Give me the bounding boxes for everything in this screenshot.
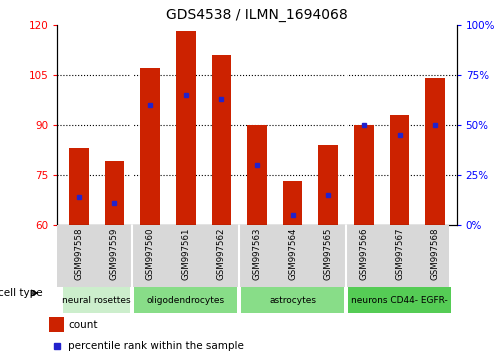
Text: cell type: cell type	[0, 288, 42, 298]
Text: GSM997558: GSM997558	[74, 228, 83, 280]
Text: count: count	[68, 320, 98, 330]
Text: GSM997559: GSM997559	[110, 228, 119, 280]
Bar	[247, 125, 267, 225]
Text: GSM997565: GSM997565	[324, 228, 333, 280]
Text: neurons CD44- EGFR-: neurons CD44- EGFR-	[351, 296, 448, 304]
Bar	[63, 287, 130, 313]
Title: GDS4538 / ILMN_1694068: GDS4538 / ILMN_1694068	[166, 8, 348, 22]
Bar	[354, 125, 374, 225]
Text: GSM997568: GSM997568	[431, 228, 440, 280]
Text: GSM997560: GSM997560	[146, 228, 155, 280]
Text: oligodendrocytes: oligodendrocytes	[147, 296, 225, 304]
Text: GSM997567: GSM997567	[395, 228, 404, 280]
Bar	[283, 182, 302, 225]
Text: GSM997563: GSM997563	[252, 228, 261, 280]
Bar	[425, 78, 445, 225]
Text: GSM997561: GSM997561	[181, 228, 190, 280]
Bar	[212, 55, 231, 225]
Bar	[176, 32, 196, 225]
Bar	[69, 148, 89, 225]
Text: GSM997564: GSM997564	[288, 228, 297, 280]
Bar	[134, 287, 238, 313]
Bar	[348, 287, 451, 313]
Bar	[49, 317, 64, 332]
Bar	[140, 68, 160, 225]
Bar	[105, 161, 124, 225]
Text: percentile rank within the sample: percentile rank within the sample	[68, 341, 244, 351]
Bar	[390, 115, 409, 225]
Text: astrocytes: astrocytes	[269, 296, 316, 304]
Text: neural rosettes: neural rosettes	[62, 296, 131, 304]
Text: GSM997562: GSM997562	[217, 228, 226, 280]
Bar	[241, 287, 344, 313]
Text: GSM997566: GSM997566	[359, 228, 368, 280]
Bar	[318, 145, 338, 225]
